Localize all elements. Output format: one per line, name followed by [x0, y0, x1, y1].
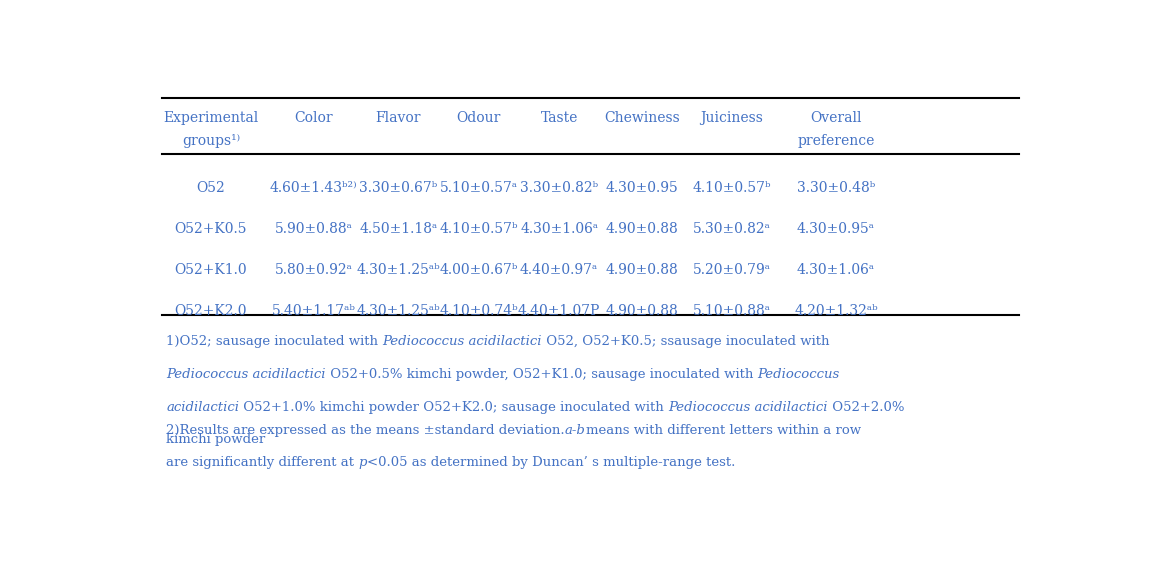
- Text: 5.40±1.17ᵃᵇ: 5.40±1.17ᵃᵇ: [272, 305, 356, 319]
- Text: 4.30±1.06ᵃ: 4.30±1.06ᵃ: [797, 263, 876, 277]
- Text: 4.10±0.74ᵇ: 4.10±0.74ᵇ: [439, 305, 518, 319]
- Text: O52+1.0% kimchi powder O52+K2.0; sausage inoculated with: O52+1.0% kimchi powder O52+K2.0; sausage…: [240, 400, 668, 413]
- Text: 4.40±0.97ᵃ: 4.40±0.97ᵃ: [520, 263, 598, 277]
- Text: acidilactici: acidilactici: [166, 400, 240, 413]
- Text: Pediococcus acidilactici: Pediococcus acidilactici: [668, 400, 828, 413]
- Text: 4.40±1.07P: 4.40±1.07P: [518, 305, 600, 319]
- Text: 4.30±1.06ᵃ: 4.30±1.06ᵃ: [520, 222, 598, 236]
- Text: Juiciness: Juiciness: [700, 111, 763, 125]
- Text: means with different letters within a row: means with different letters within a ro…: [586, 424, 861, 437]
- Text: Color: Color: [294, 111, 333, 125]
- Text: groups¹⁾: groups¹⁾: [182, 133, 240, 148]
- Text: O52, O52+K0.5; ssausage inoculated with: O52, O52+K0.5; ssausage inoculated with: [543, 335, 829, 349]
- Text: Pediococcus acidilactici: Pediococcus acidilactici: [382, 335, 543, 349]
- Text: 4.50±1.18ᵃ: 4.50±1.18ᵃ: [359, 222, 438, 236]
- Text: 4.90±0.88: 4.90±0.88: [606, 263, 679, 277]
- Text: 4.30±0.95: 4.30±0.95: [606, 181, 679, 195]
- Text: Taste: Taste: [540, 111, 578, 125]
- Text: a-b: a-b: [564, 424, 586, 437]
- Text: Overall: Overall: [810, 111, 862, 125]
- Text: Experimental: Experimental: [164, 111, 258, 125]
- Text: O52+K2.0: O52+K2.0: [175, 305, 248, 319]
- Text: 5.10±0.88ᵃ: 5.10±0.88ᵃ: [692, 305, 771, 319]
- Text: Chewiness: Chewiness: [605, 111, 680, 125]
- Text: <0.05 as determined by Duncan’ s multiple-range test.: <0.05 as determined by Duncan’ s multipl…: [367, 456, 735, 469]
- Text: 4.00±0.67ᵇ: 4.00±0.67ᵇ: [440, 263, 518, 277]
- Text: 5.20±0.79ᵃ: 5.20±0.79ᵃ: [692, 263, 771, 277]
- Text: O52+K1.0: O52+K1.0: [175, 263, 248, 277]
- Text: 4.30±0.95ᵃ: 4.30±0.95ᵃ: [797, 222, 874, 236]
- Text: 3.30±0.82ᵇ: 3.30±0.82ᵇ: [520, 181, 598, 195]
- Text: 4.90±0.88: 4.90±0.88: [606, 222, 679, 236]
- Text: 3.30±0.67ᵇ: 3.30±0.67ᵇ: [359, 181, 438, 195]
- Text: p: p: [358, 456, 367, 469]
- Text: 1)O52; sausage inoculated with: 1)O52; sausage inoculated with: [166, 335, 382, 349]
- Text: O52+K0.5: O52+K0.5: [175, 222, 248, 236]
- Text: 4.10±0.57ᵇ: 4.10±0.57ᵇ: [692, 181, 771, 195]
- Text: 4.30±1.25ᵃᵇ: 4.30±1.25ᵃᵇ: [357, 305, 440, 319]
- Text: 4.60±1.43ᵇ²⁾: 4.60±1.43ᵇ²⁾: [270, 181, 357, 195]
- Text: Flavor: Flavor: [376, 111, 422, 125]
- Text: Pediococcus acidilactici: Pediococcus acidilactici: [166, 368, 326, 381]
- Text: O52+0.5% kimchi powder, O52+K1.0; sausage inoculated with: O52+0.5% kimchi powder, O52+K1.0; sausag…: [326, 368, 758, 381]
- Text: 3.30±0.48ᵇ: 3.30±0.48ᵇ: [797, 181, 876, 195]
- Text: O52: O52: [197, 181, 226, 195]
- Text: Odour: Odour: [456, 111, 501, 125]
- Text: 5.80±0.92ᵃ: 5.80±0.92ᵃ: [274, 263, 353, 277]
- Text: 5.10±0.57ᵃ: 5.10±0.57ᵃ: [440, 181, 518, 195]
- Text: Pediococcus: Pediococcus: [758, 368, 840, 381]
- Text: kimchi powder: kimchi powder: [166, 433, 266, 446]
- Text: are significantly different at: are significantly different at: [166, 456, 358, 469]
- Text: 4.90±0.88: 4.90±0.88: [606, 305, 679, 319]
- Text: 4.10±0.57ᵇ: 4.10±0.57ᵇ: [440, 222, 518, 236]
- Text: 2)Results are expressed as the means ±standard deviation.: 2)Results are expressed as the means ±st…: [166, 424, 564, 437]
- Text: preference: preference: [797, 133, 874, 148]
- Text: 4.20±1.32ᵃᵇ: 4.20±1.32ᵃᵇ: [794, 305, 878, 319]
- Text: 5.30±0.82ᵃ: 5.30±0.82ᵃ: [692, 222, 771, 236]
- Text: 5.90±0.88ᵃ: 5.90±0.88ᵃ: [274, 222, 353, 236]
- Text: 4.30±1.25ᵃᵇ: 4.30±1.25ᵃᵇ: [357, 263, 440, 277]
- Text: O52+2.0%: O52+2.0%: [828, 400, 904, 413]
